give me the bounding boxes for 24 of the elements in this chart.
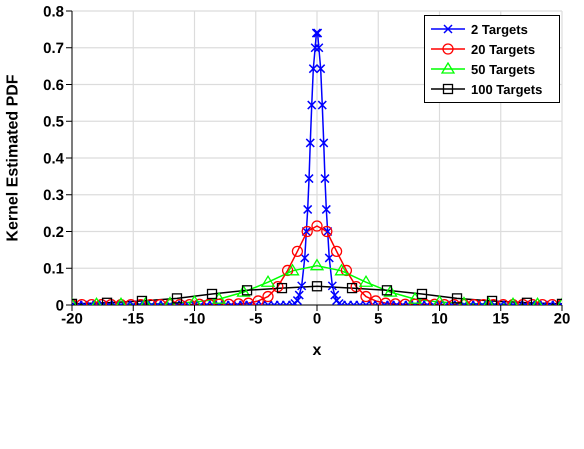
x-axis-title: x [312, 342, 322, 359]
y-tick-label: 0.7 [43, 40, 64, 58]
y-tick-label: 0.4 [43, 150, 65, 168]
legend-label: 2 Targets [471, 22, 528, 36]
legend-label: 20 Targets [471, 42, 536, 56]
y-tick-label: 0.2 [43, 224, 64, 241]
x-tick-label: -15 [122, 310, 144, 328]
x-tick-label: -10 [184, 310, 206, 328]
x-tick-label: -5 [249, 310, 262, 328]
legend-label: 100 Targets [471, 82, 542, 96]
x-tick-label: 5 [374, 310, 382, 328]
x-tick-label: 0 [312, 310, 322, 328]
y-tick-label: 0.6 [43, 76, 64, 94]
y-tick-label: 0.8 [43, 3, 64, 20]
y-tick-label: 0.1 [43, 260, 64, 278]
x-tick-label: -20 [61, 310, 83, 328]
x-tick-label: 20 [554, 310, 570, 328]
x-tick-label: 15 [492, 310, 510, 328]
y-axis-title: Kernel Estimated PDF [4, 74, 22, 242]
legend-label: 50 Targets [471, 62, 536, 76]
y-tick-label: 0 [56, 297, 64, 314]
x-tick-label: 10 [431, 310, 448, 328]
y-tick-label: 0.5 [43, 114, 64, 131]
y-tick-label: 0.3 [43, 187, 64, 204]
